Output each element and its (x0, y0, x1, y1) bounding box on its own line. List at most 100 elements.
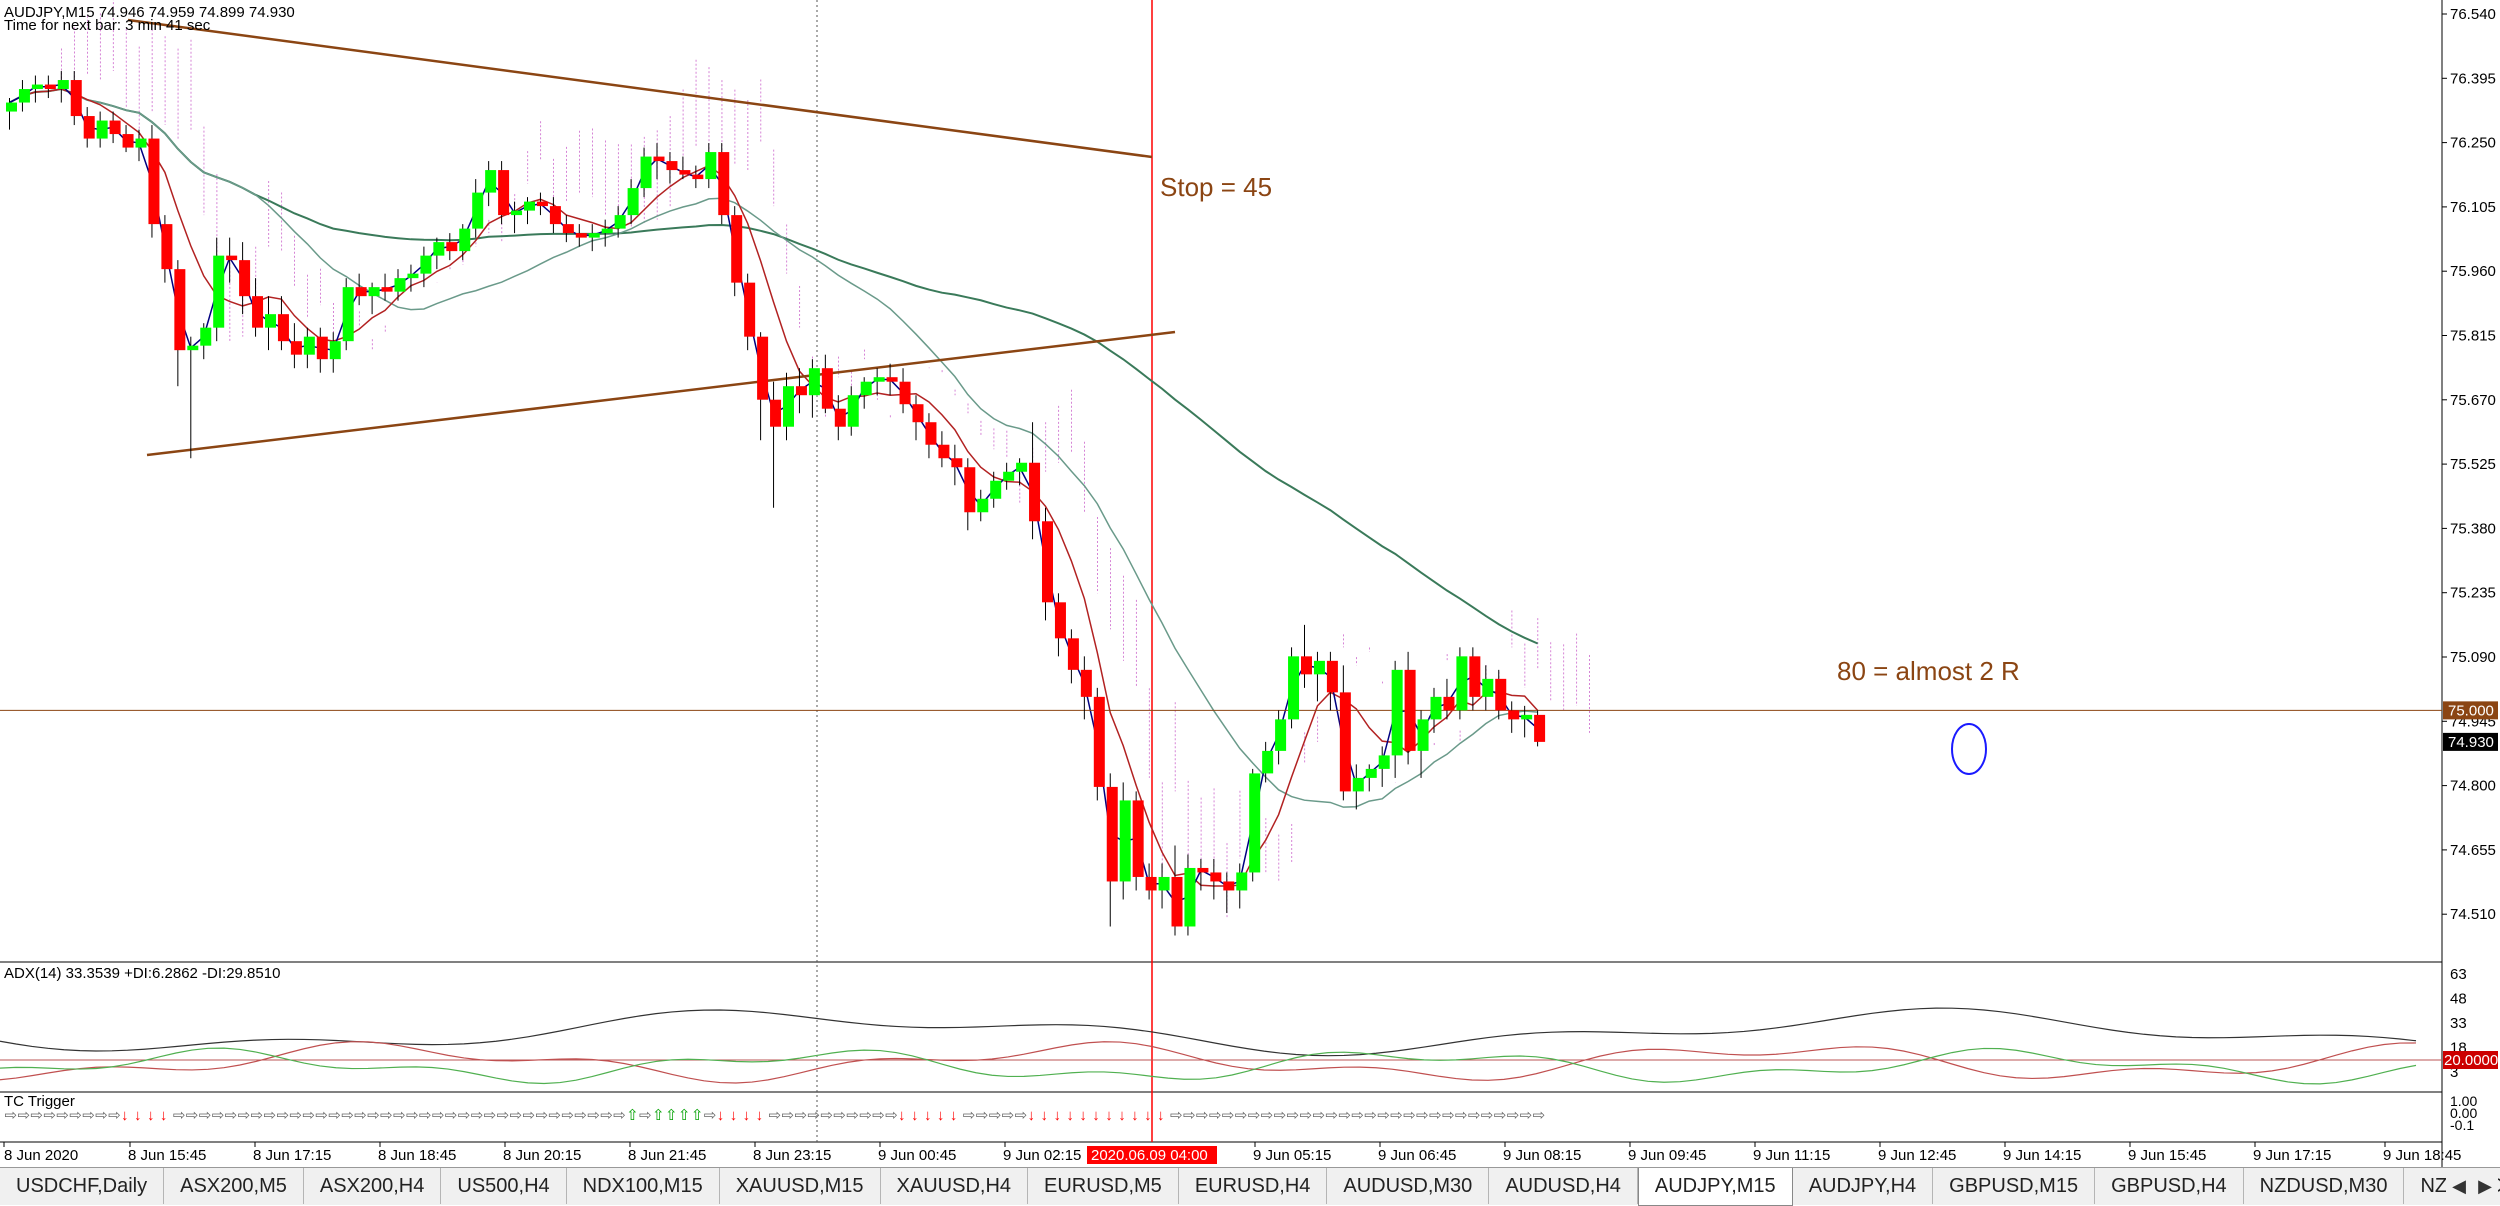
chart-tab[interactable]: GBPUSD,M15 (1933, 1168, 2096, 1204)
tc-signal-arrow: ⇨ (1403, 1107, 1416, 1124)
tc-signal-arrow: ⇨ (704, 1107, 717, 1124)
tab-scroll-left-icon[interactable]: ◀ (2446, 1170, 2472, 1202)
tc-signal-arrow: ↓ (937, 1107, 945, 1124)
chart-tab[interactable]: EURUSD,H4 (1179, 1168, 1328, 1204)
time-tick-label: 9 Jun 09:45 (1628, 1147, 1706, 1164)
tc-signal-arrow: ⇨ (1455, 1107, 1468, 1124)
candle-body (705, 152, 717, 180)
candle-body (109, 120, 121, 135)
tc-signal-arrow: ⇨ (846, 1107, 859, 1124)
candle-body (1339, 692, 1351, 792)
candle-body (899, 381, 911, 405)
candle-body (329, 341, 341, 360)
price-tick-label: 75.670 (2450, 392, 2496, 409)
candle-body (316, 336, 328, 360)
tc-signal-arrow: ↓ (743, 1107, 751, 1124)
cursor-time-box (1087, 1146, 1217, 1164)
tc-signal-arrow: ⇨ (639, 1107, 652, 1124)
chart-tab[interactable]: XAUUSD,H4 (881, 1168, 1029, 1204)
candle-body (964, 467, 976, 513)
chart-tab[interactable]: AUDJPY,H4 (1793, 1168, 1934, 1204)
tc-signal-arrow: ⇧ (691, 1107, 704, 1124)
candle-body (1391, 669, 1403, 756)
candle-body (459, 228, 471, 252)
tc-signal-arrow: ⇨ (302, 1107, 315, 1124)
tc-signal-arrow: ⇨ (380, 1107, 393, 1124)
candle-body (446, 242, 458, 252)
candle-body (912, 404, 924, 423)
tc-signal-arrow: ⇨ (393, 1107, 406, 1124)
tc-signal-arrow: ⇧ (678, 1107, 691, 1124)
chart-tab[interactable]: AUDJPY,M15 (1637, 1168, 1793, 1206)
tc-signal-arrow: ↓ (1092, 1107, 1100, 1124)
time-tick-label: 9 Jun 05:15 (1253, 1147, 1331, 1164)
candle-body (692, 174, 704, 180)
tc-signal-arrow: ↓ (1028, 1107, 1036, 1124)
price-tick-label: 75.815 (2450, 328, 2496, 345)
chart-tab[interactable]: US500,H4 (441, 1168, 567, 1204)
tc-signal-arrow: ⇨ (510, 1107, 523, 1124)
tc-signal-arrow: ⇨ (471, 1107, 484, 1124)
candle-body (1236, 872, 1248, 891)
candle-body (1184, 867, 1196, 927)
tc-signal-arrow: ⇨ (794, 1107, 807, 1124)
tc-signal-arrow: ⇨ (820, 1107, 833, 1124)
time-tick-label: 9 Jun 08:15 (1503, 1147, 1581, 1164)
chart-tab[interactable]: ASX200,M5 (164, 1168, 304, 1204)
tc-signal-arrow: ↓ (911, 1107, 919, 1124)
candle-body (394, 278, 406, 292)
tc-signal-arrow: ⇨ (1274, 1107, 1287, 1124)
time-tick-label: 8 Jun 2020 (4, 1147, 78, 1164)
tc-signal-arrow: ↓ (1041, 1107, 1049, 1124)
candle-body (31, 84, 43, 90)
tc-signal-arrow: ⇨ (833, 1107, 846, 1124)
tab-scroll-right-icon[interactable]: ▶ (2472, 1170, 2498, 1202)
tc-signal-arrow: ⇨ (1468, 1107, 1481, 1124)
chart-tab[interactable]: EURUSD,M5 (1028, 1168, 1179, 1204)
tc-signal-arrow: ⇨ (963, 1107, 976, 1124)
tc-signal-arrow: ↓ (147, 1107, 155, 1124)
candle-body (1249, 773, 1261, 873)
tc-signal-arrow: ⇨ (432, 1107, 445, 1124)
candle-body (821, 368, 833, 409)
chart-tab[interactable]: XAUUSD,M15 (720, 1168, 881, 1204)
candle-body (135, 138, 147, 148)
chart-tab[interactable]: NDX100,M15 (567, 1168, 720, 1204)
chart-tab[interactable]: USDCHF,Daily (0, 1168, 165, 1204)
candle-body (290, 341, 302, 355)
chart-tab[interactable]: AUDUSD,H4 (1489, 1168, 1638, 1204)
tc-signal-arrow: ⇨ (406, 1107, 419, 1124)
tc-signal-arrow: ⇨ (1481, 1107, 1494, 1124)
candle-body (1119, 800, 1131, 882)
candle-body (1223, 881, 1235, 891)
chart-tab[interactable]: NZDUSD,M30 (2244, 1168, 2405, 1204)
candle-body (342, 287, 354, 342)
tc-signal-arrow: ⇨ (56, 1107, 69, 1124)
chart-title: AUDJPY,M15 74.946 74.959 74.899 74.930 (4, 4, 295, 21)
candle-body (757, 336, 769, 400)
time-tick-label: 8 Jun 21:45 (628, 1147, 706, 1164)
tc-signal-arrow: ↓ (950, 1107, 958, 1124)
adx-level-box (2443, 1051, 2498, 1069)
chart-tab[interactable]: GBPUSD,H4 (2095, 1168, 2244, 1204)
tc-signal-arrow: ⇨ (251, 1107, 264, 1124)
tc-signal-arrow: ⇨ (574, 1107, 587, 1124)
tc-signal-arrow: ⇨ (1507, 1107, 1520, 1124)
candle-body (420, 255, 432, 274)
chart-tab[interactable]: ASX200,H4 (304, 1168, 442, 1204)
candle-body (1288, 656, 1300, 720)
chart-tab[interactable]: AUDUSD,M30 (1327, 1168, 1490, 1204)
tc-signal-arrow: ⇨ (872, 1107, 885, 1124)
candle-body (1171, 876, 1183, 927)
tc-signal-arrow: ⇨ (264, 1107, 277, 1124)
candle-body (1378, 755, 1390, 769)
upper-trendline (127, 18, 1153, 159)
price-tick-label: 74.510 (2450, 906, 2496, 923)
current-price-box (2443, 732, 2498, 751)
tc-signal-arrow: ⇨ (976, 1107, 989, 1124)
tc-signal-arrow: ⇨ (30, 1107, 43, 1124)
tc-signal-arrow: ⇨ (1002, 1107, 1015, 1124)
candle-body (226, 255, 238, 261)
bar-timer: Time for next bar: 3 min 41 sec (4, 17, 211, 34)
